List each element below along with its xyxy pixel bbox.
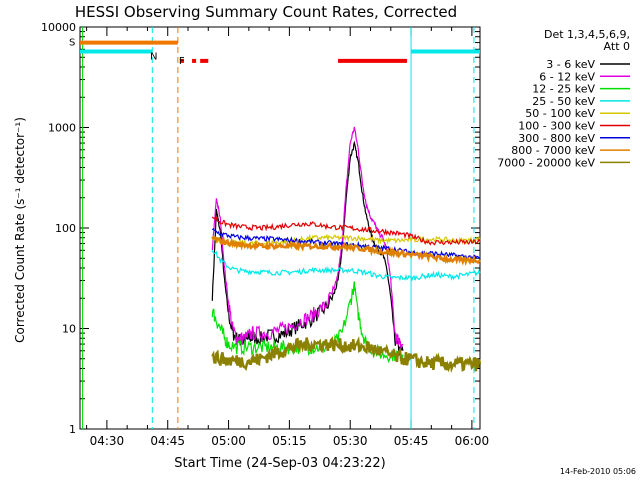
legend-label-3: 25 - 50 keV xyxy=(532,95,595,108)
x-tick-label-3: 05:15 xyxy=(272,434,307,448)
series-line-6 xyxy=(211,228,481,262)
plot-frame xyxy=(79,26,481,430)
y-tick-label-1: 10 xyxy=(62,323,76,336)
footer-timestamp: 14-Feb-2010 05:06 xyxy=(560,467,636,476)
legend-label-2: 12 - 25 keV xyxy=(532,83,595,96)
chart-title: HESSI Observing Summary Count Rates, Cor… xyxy=(75,3,457,21)
legend-label-8: 7000 - 20000 keV xyxy=(497,156,595,169)
legend-header-line-2: Att 0 xyxy=(604,40,630,53)
y-tick-label-3: 1000 xyxy=(48,122,76,135)
legend-label-4: 50 - 100 keV xyxy=(525,107,595,120)
legend-label-6: 300 - 800 keV xyxy=(518,132,595,145)
series-line-1 xyxy=(211,126,404,350)
y-tick-label-2: 100 xyxy=(55,222,76,235)
plot-area: 1 10 100 1000 10000 04:30 04:45 05:00 05:15 05:30… xyxy=(41,21,630,448)
y-tick-label-0: 1 xyxy=(69,423,76,436)
y-axis-label: Corrected Count Rate (s⁻¹ detector⁻¹) xyxy=(13,117,27,343)
x-tick-label-5: 05:45 xyxy=(394,434,429,448)
series-line-5 xyxy=(211,216,481,246)
x-tick-label-6: 06:00 xyxy=(455,434,490,448)
x-tick-label-1: 04:45 xyxy=(150,434,185,448)
series-line-7 xyxy=(211,235,481,266)
flag-label-0: S xyxy=(69,38,75,49)
legend-label-1: 6 - 12 keV xyxy=(539,70,595,83)
flag-label-1: N xyxy=(150,52,157,63)
x-axis-label: Start Time (24-Sep-03 04:23:22) xyxy=(174,456,385,471)
series-line-8 xyxy=(211,336,482,374)
series-line-3 xyxy=(211,250,481,282)
x-tick-label-2: 05:00 xyxy=(211,434,246,448)
legend-label-0: 3 - 6 keV xyxy=(546,58,595,71)
flag-label-3: F xyxy=(179,56,185,67)
x-tick-label-0: 04:30 xyxy=(90,434,125,448)
legend-label-5: 100 - 300 keV xyxy=(518,120,595,133)
x-tick-label-4: 05:30 xyxy=(333,434,368,448)
legend-header-line-1: Det 1,3,4,5,6,9, xyxy=(544,28,630,41)
y-tick-label-4: 10000 xyxy=(41,21,76,34)
legend-label-7: 800 - 7000 keV xyxy=(511,144,595,157)
